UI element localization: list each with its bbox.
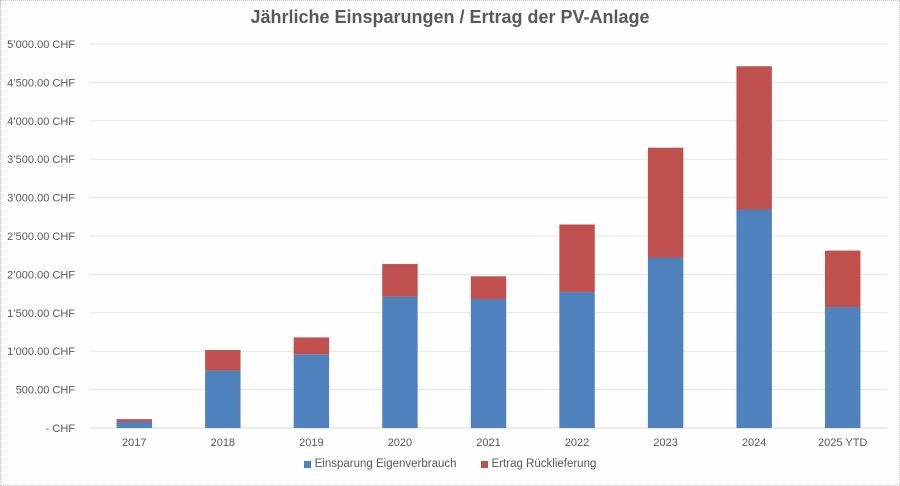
y-tick-label: 3’500.00 CHF	[7, 154, 75, 166]
y-tick-label: 2’500.00 CHF	[7, 231, 75, 243]
bar-eigenverbrauch	[382, 296, 418, 428]
bar-eigenverbrauch	[205, 370, 241, 428]
y-tick-label: 1’000.00 CHF	[7, 346, 75, 358]
bar-eigenverbrauch	[116, 421, 152, 428]
legend-item-ruecklieferung[interactable]: Ertrag Rücklieferung	[480, 458, 597, 470]
x-tick-label: 2017	[122, 437, 146, 449]
x-tick-label: 2020	[388, 437, 412, 449]
y-tick-label: 4’000.00 CHF	[7, 116, 75, 128]
bar-eigenverbrauch	[825, 307, 861, 428]
y-tick-label: 1’500.00 CHF	[7, 308, 75, 320]
bar-eigenverbrauch	[647, 257, 684, 428]
bar-ruecklieferung	[382, 264, 418, 297]
y-tick-label: 3’000.00 CHF	[7, 193, 75, 205]
x-tick-label: 2025 YTD	[818, 437, 867, 449]
y-tick-label: 5’000.00 CHF	[7, 39, 75, 51]
x-tick-label: 2022	[565, 437, 589, 449]
bar-eigenverbrauch	[470, 298, 507, 428]
bar-ruecklieferung	[470, 276, 507, 299]
legend-item-eigenverbrauch[interactable]: Einsparung Eigenverbrauch	[303, 458, 457, 470]
y-tick-label: 4’500.00 CHF	[7, 77, 75, 89]
legend-swatch	[303, 460, 311, 468]
chart-title: Jährliche Einsparungen / Ertrag der PV-A…	[250, 7, 650, 27]
bar-ruecklieferung	[293, 337, 330, 355]
chart-legend: Einsparung Eigenverbrauch Ertrag Rücklie…	[0, 458, 900, 470]
y-tick-label: - CHF	[46, 423, 76, 435]
x-tick-label: 2024	[742, 437, 766, 449]
bar-ruecklieferung	[559, 224, 595, 293]
x-tick-label: 2018	[211, 437, 235, 449]
legend-swatch	[480, 460, 488, 468]
legend-label: Einsparung Eigenverbrauch	[314, 458, 457, 470]
x-tick-label: 2023	[653, 437, 677, 449]
bar-ruecklieferung	[647, 147, 684, 258]
bar-ruecklieferung	[205, 350, 241, 371]
bar-eigenverbrauch	[559, 292, 595, 428]
legend-label: Ertrag Rücklieferung	[491, 458, 597, 470]
bar-eigenverbrauch	[736, 209, 772, 428]
y-tick-label: 2’000.00 CHF	[7, 269, 75, 281]
bar-eigenverbrauch	[293, 354, 330, 428]
x-tick-label: 2019	[299, 437, 323, 449]
y-tick-label: 500.00 CHF	[16, 385, 76, 397]
bar-ruecklieferung	[825, 250, 861, 308]
x-tick-label: 2021	[476, 437, 500, 449]
bar-ruecklieferung	[736, 66, 772, 210]
bar-ruecklieferung	[116, 419, 152, 422]
